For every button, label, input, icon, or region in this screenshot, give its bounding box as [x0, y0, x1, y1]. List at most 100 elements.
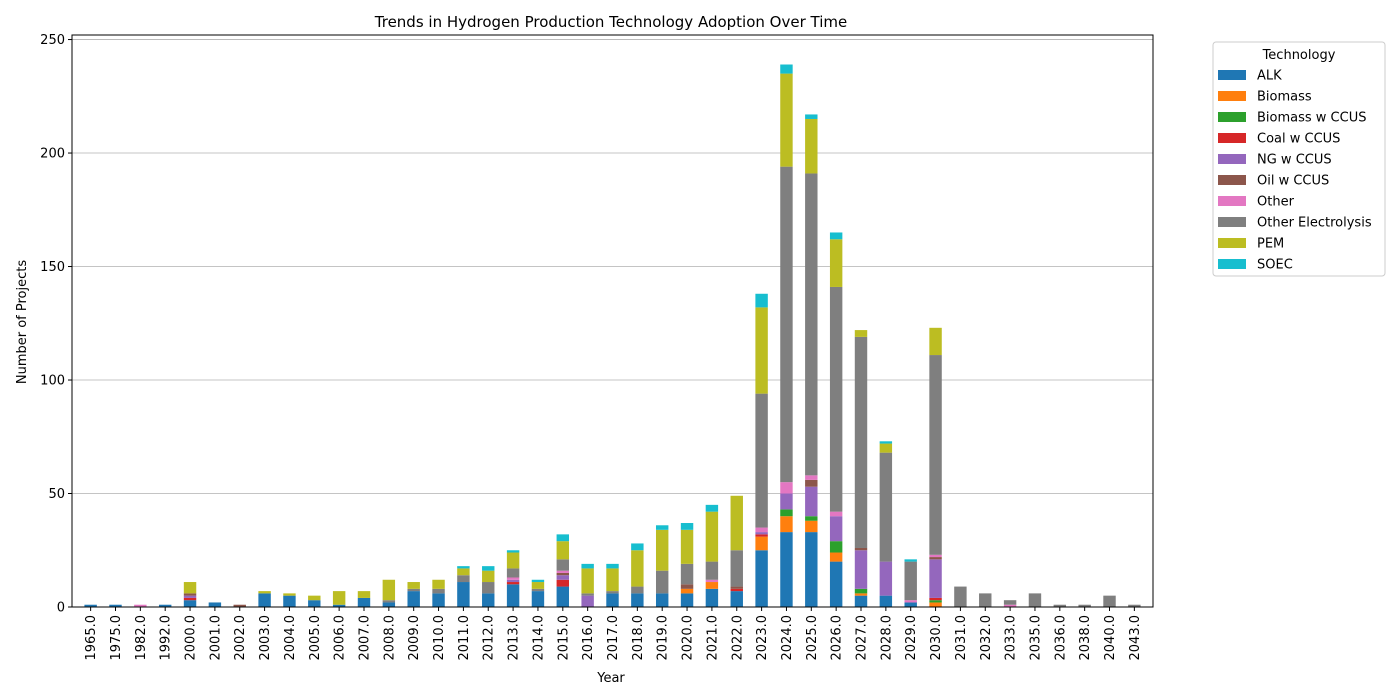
legend-swatch: [1218, 112, 1246, 122]
bar-segment: [755, 307, 768, 394]
bar-segment: [432, 588, 445, 594]
bar-segment: [805, 486, 818, 517]
bar-segment: [531, 588, 545, 592]
x-axis-ticks: 1965.0 1975.0 1982.0 1992.0 2000.0 2001.0 2002…: [84, 607, 1143, 661]
bar-segment: [109, 604, 122, 607]
bar-segment: [606, 593, 619, 607]
bar-segment: [829, 239, 843, 287]
x-tick-label: 2043.0: [1128, 615, 1143, 661]
x-axis-label: Year: [596, 671, 625, 686]
bar-segment: [556, 559, 570, 571]
bar-segment: [730, 591, 743, 607]
x-tick-label: 2007.0: [357, 615, 372, 661]
bar-segment: [655, 525, 669, 530]
bar-segment: [755, 534, 768, 537]
x-tick-label: 2008.0: [382, 615, 397, 661]
x-tick-label: 2027.0: [855, 615, 870, 661]
bar-segment: [929, 554, 942, 558]
bar-segment: [755, 536, 768, 551]
bar-segment: [705, 504, 719, 512]
bar-segment: [1003, 604, 1017, 607]
bar-segment: [606, 591, 619, 594]
chart-title: Trends in Hydrogen Production Technology…: [374, 13, 847, 31]
bar-segment: [780, 64, 793, 74]
bar-segment: [730, 588, 743, 592]
x-tick-label: 2030.0: [929, 615, 944, 661]
x-tick-label: 2022.0: [730, 615, 745, 661]
bar-segment: [680, 593, 694, 607]
bar-segment: [432, 579, 445, 589]
y-gridlines: [72, 39, 1153, 608]
bar-segment: [680, 563, 694, 585]
x-tick-label: 1992.0: [159, 615, 174, 661]
bar-segment: [904, 602, 917, 607]
bar-segment: [581, 595, 594, 607]
x-tick-label: 2017.0: [606, 615, 621, 661]
bar-segment: [581, 563, 594, 569]
bar-segment: [829, 516, 843, 542]
legend-entry: ALK: [1257, 69, 1282, 84]
bar-segment: [929, 557, 942, 560]
x-tick-label: 2005.0: [308, 615, 323, 661]
legend-entry: SOEC: [1257, 258, 1293, 273]
bar-segment: [332, 604, 346, 607]
legend-entry: Other: [1257, 195, 1295, 210]
bar-segment: [183, 595, 197, 598]
bar-segment: [506, 579, 520, 583]
bar-segment: [805, 118, 818, 174]
bar-segment: [780, 493, 793, 510]
bar-segment: [407, 582, 420, 589]
bar-segment: [805, 532, 818, 607]
bar-segment: [531, 591, 545, 607]
bar-segment: [780, 482, 793, 494]
bar-segment: [805, 114, 818, 119]
x-tick-label: 2015.0: [556, 615, 571, 661]
bar-segment: [829, 286, 843, 512]
bar-segment: [506, 577, 520, 580]
x-tick-label: 2001.0: [208, 615, 223, 661]
bar-segment: [158, 604, 172, 607]
bar-segment: [755, 527, 768, 533]
y-axis-label: Number of Projects: [15, 260, 30, 384]
bar-segment: [606, 563, 619, 569]
y-tick-label: 0: [57, 601, 65, 616]
bar-segment: [680, 523, 694, 530]
y-tick-label: 50: [48, 487, 65, 502]
bar-segment: [954, 586, 967, 607]
bar-segment: [382, 602, 396, 607]
bar-segment: [482, 582, 495, 594]
bar-segment: [730, 586, 743, 589]
bar-segment: [308, 600, 321, 607]
legend-entry: Biomass: [1257, 90, 1312, 105]
bar-segment: [233, 604, 246, 607]
x-tick-label: 2014.0: [531, 615, 546, 661]
bar-segment: [805, 475, 818, 480]
bar-segment: [655, 570, 669, 594]
bar-segment: [1053, 604, 1067, 607]
bar-segment: [631, 593, 644, 607]
bar-segment: [258, 591, 271, 594]
bar-segment: [407, 588, 420, 592]
bar-segment: [556, 575, 570, 580]
bar-segment: [929, 600, 942, 603]
bar-segment: [705, 588, 719, 607]
bar-segment: [506, 568, 520, 578]
bar-segment: [606, 568, 619, 592]
bar-segment: [506, 550, 520, 553]
x-tick-label: 2020.0: [681, 615, 696, 661]
legend-swatch: [1218, 175, 1246, 185]
x-tick-label: 2004.0: [283, 615, 298, 661]
bar-segment: [482, 566, 495, 571]
bar-segment: [705, 511, 719, 562]
bar-segment: [531, 579, 545, 583]
bar-segment: [929, 559, 942, 598]
x-tick-label: 2009.0: [407, 615, 422, 661]
bar-segment: [332, 591, 346, 605]
x-tick-label: 2035.0: [1028, 615, 1043, 661]
bar-segment: [506, 552, 520, 569]
bar-segment: [1078, 604, 1091, 607]
bar-segment: [457, 582, 470, 607]
y-axis-ticks: 0 50 100 150 200 250: [40, 33, 72, 616]
bar-segment: [556, 579, 570, 587]
